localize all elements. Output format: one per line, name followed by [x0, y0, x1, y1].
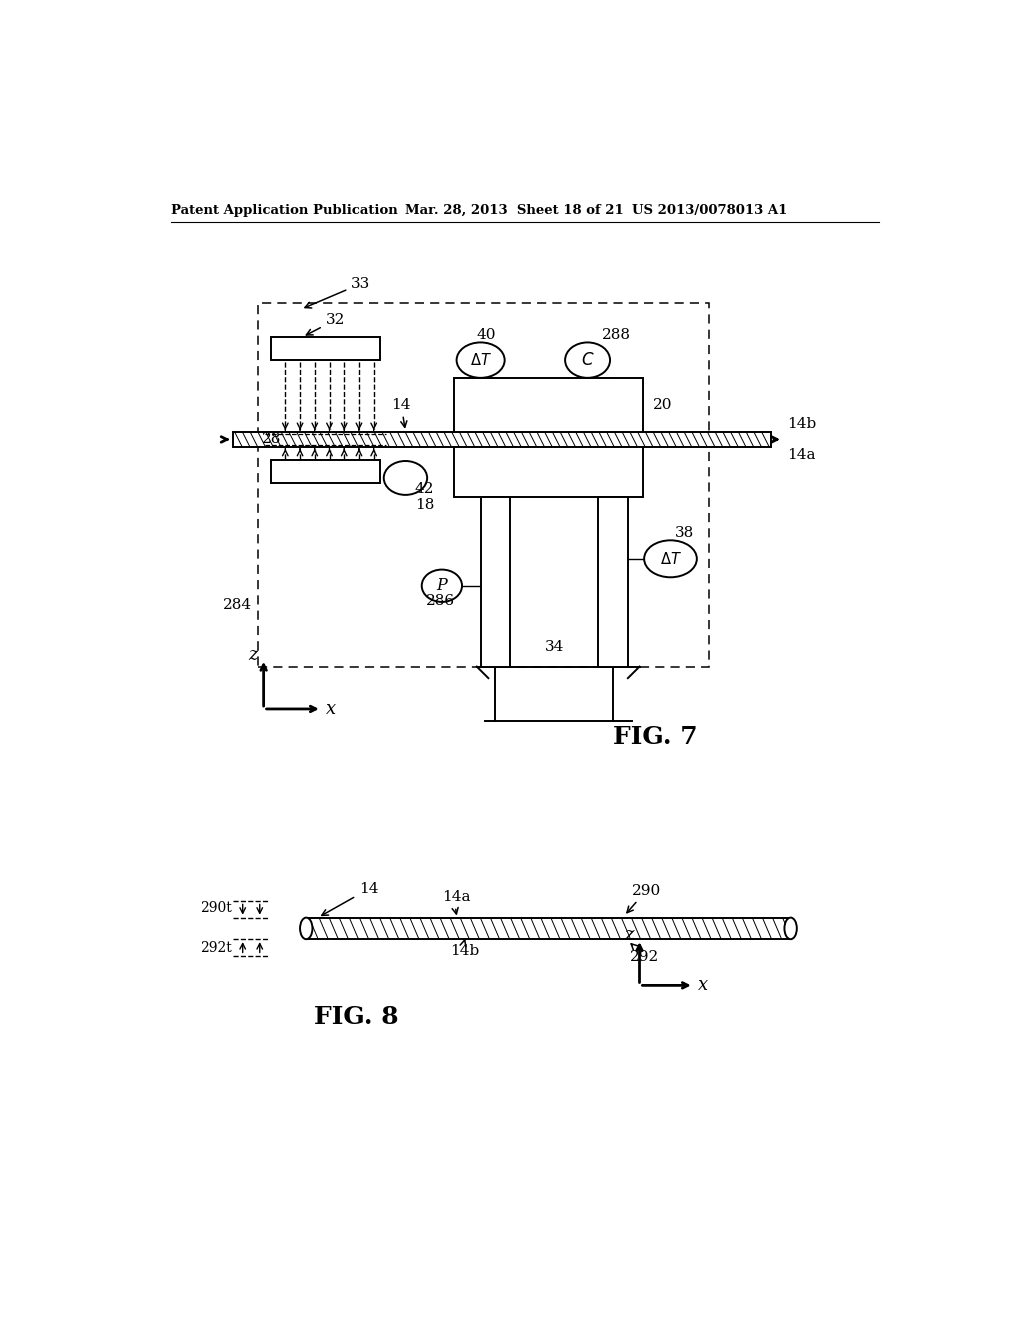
Bar	[258, 304, 710, 667]
Bar	[232, 432, 771, 447]
Ellipse shape	[784, 917, 797, 940]
Text: 33: 33	[305, 277, 371, 308]
Ellipse shape	[457, 342, 505, 378]
Text: z: z	[624, 927, 633, 944]
Ellipse shape	[644, 540, 697, 577]
Bar	[480, 498, 510, 667]
Bar	[454, 447, 643, 498]
Text: Patent Application Publication: Patent Application Publication	[171, 205, 397, 218]
Text: $\Delta T$: $\Delta T$	[470, 352, 492, 368]
Bar	[306, 917, 791, 940]
Bar	[454, 378, 643, 432]
Text: x: x	[326, 700, 336, 718]
Ellipse shape	[422, 570, 462, 602]
Text: 290t: 290t	[200, 902, 231, 916]
Text: 38: 38	[675, 527, 693, 540]
Text: 14: 14	[322, 882, 379, 915]
Text: 34: 34	[545, 640, 564, 655]
Text: P: P	[436, 577, 447, 594]
Text: 28: 28	[262, 433, 282, 446]
Text: 286: 286	[426, 594, 456, 609]
Ellipse shape	[300, 917, 312, 940]
Text: 42: 42	[415, 482, 434, 496]
Text: 20: 20	[652, 397, 672, 412]
Text: 14b: 14b	[450, 940, 479, 957]
Ellipse shape	[384, 461, 427, 495]
Text: $C$: $C$	[581, 351, 594, 368]
Text: z: z	[248, 645, 257, 664]
Text: 292t: 292t	[200, 941, 231, 956]
Text: 18: 18	[415, 498, 434, 512]
Text: 14a: 14a	[786, 447, 815, 462]
Text: US 2013/0078013 A1: US 2013/0078013 A1	[632, 205, 787, 218]
Text: Mar. 28, 2013  Sheet 18 of 21: Mar. 28, 2013 Sheet 18 of 21	[406, 205, 625, 218]
Text: 288: 288	[601, 327, 631, 342]
Text: $\Delta T$: $\Delta T$	[659, 550, 681, 566]
Bar	[271, 461, 380, 483]
Text: x: x	[698, 977, 709, 994]
Text: 284: 284	[223, 598, 252, 612]
Bar	[271, 337, 380, 360]
Text: FIG. 7: FIG. 7	[612, 725, 697, 748]
Text: FIG. 8: FIG. 8	[314, 1005, 399, 1028]
Bar	[598, 498, 628, 667]
Text: 14a: 14a	[442, 890, 470, 913]
Text: 32: 32	[306, 313, 345, 335]
Ellipse shape	[565, 342, 610, 378]
Text: 40: 40	[477, 327, 497, 342]
Text: 292: 292	[630, 944, 659, 964]
Text: 14: 14	[391, 397, 411, 428]
Text: 290: 290	[627, 883, 662, 912]
Text: 14b: 14b	[786, 417, 816, 430]
